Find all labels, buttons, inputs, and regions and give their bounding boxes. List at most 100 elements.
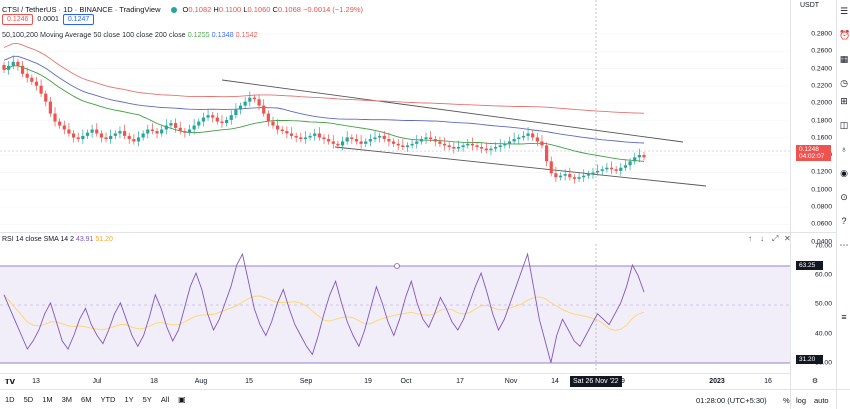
rsi-band [0, 266, 790, 363]
time-tick: 19 [617, 378, 625, 385]
ma-legend[interactable]: 50,100,200 Moving Average 50 close 100 c… [2, 30, 258, 39]
range-button-1d[interactable]: 1D [5, 395, 15, 404]
range-button-3m[interactable]: 3M [61, 395, 73, 404]
price-tick: 0.1600 [811, 134, 832, 142]
broadcast-icon[interactable]: ⊙ [840, 192, 848, 202]
candle-body [44, 93, 48, 102]
spread-value: 0.0001 [37, 16, 59, 23]
more-icon[interactable]: ⋯ [839, 240, 849, 250]
candle-body [313, 133, 317, 136]
candle-body [164, 125, 168, 130]
notifications-icon[interactable]: ◉ [840, 168, 848, 178]
help-icon[interactable]: ? [841, 216, 847, 226]
candle-body [609, 167, 614, 170]
candle-body [271, 121, 275, 126]
rsi-upper-tag: 63.25 [796, 261, 823, 270]
candle-body [280, 129, 284, 132]
candle-body [410, 143, 414, 146]
candle-body [90, 129, 94, 133]
time-tick: 14 [551, 378, 559, 385]
market-status-dot [170, 6, 177, 13]
candle-body [466, 143, 470, 146]
candle-body [600, 169, 604, 171]
candle-body [498, 145, 502, 148]
move-up-icon[interactable]: ↑ [748, 234, 752, 243]
hotlist-icon[interactable]: ≡ [841, 312, 847, 322]
range-button-5d[interactable]: 5D [23, 395, 34, 404]
candle-body [206, 115, 210, 118]
candle-body [322, 137, 326, 140]
candle-body [30, 77, 34, 82]
rsi-legend[interactable]: RSI 14 close SMA 14 2 43.91 51.20 [2, 236, 113, 243]
symbol-title: CTSI / TetherUS · 1D · BINANCE · Trading… [2, 5, 161, 14]
candle-body [382, 135, 386, 140]
time-tick: 17 [456, 378, 464, 385]
time-axis[interactable]: 𝗧𝗩 Sat 26 Nov '22 ⚙ 13 Jul 18 Aug 15 Sep 19 Oct… [0, 373, 818, 389]
rsi-sma-line [3, 294, 645, 331]
watchlist-icon[interactable]: ☰ [839, 6, 849, 16]
candle-body [433, 139, 437, 142]
candle-body [540, 141, 544, 146]
percent-toggle[interactable]: % [783, 396, 790, 405]
candle-body [150, 129, 155, 132]
alerts-icon[interactable]: ⏰ [839, 30, 850, 40]
buy-price-button[interactable]: 0.1247 [62, 14, 95, 25]
data-window-icon[interactable]: ▦ [839, 54, 849, 64]
pane-separator[interactable] [0, 232, 836, 233]
price-tick: 0.2200 [811, 82, 832, 90]
candle-body [71, 133, 76, 138]
candle-body [252, 97, 257, 100]
candle-body [294, 135, 298, 138]
chat-icon[interactable]: ◷ [840, 78, 848, 88]
rsi-tick: 60.00 [814, 271, 832, 279]
rsi-chart[interactable] [0, 244, 790, 370]
settings-icon[interactable]: ⚙ [811, 378, 819, 385]
range-button-1m[interactable]: 1M [42, 395, 53, 404]
candle-body [345, 137, 349, 142]
time-tick: Sep [299, 378, 313, 385]
candle-body [336, 143, 340, 146]
candle-body [215, 117, 219, 122]
candle-body [549, 161, 553, 174]
candle-body [350, 137, 354, 140]
auto-toggle[interactable]: auto [814, 396, 829, 405]
candle-body [368, 139, 372, 142]
time-tick: Oct [400, 378, 412, 385]
candle-body [447, 145, 451, 148]
candle-body [419, 139, 423, 142]
candle-body [16, 61, 20, 66]
price-tick: 0.0400 [811, 238, 832, 246]
maximize-icon[interactable]: ⤢ [772, 234, 779, 243]
currency-label[interactable]: USDT [800, 2, 820, 9]
range-button-ytd[interactable]: YTD [100, 395, 116, 404]
date-range-icon[interactable]: ▣ [178, 395, 186, 404]
range-button-5y[interactable]: 5Y [142, 395, 152, 404]
ideas-icon[interactable]: ⊞ [840, 96, 848, 106]
clock[interactable]: 01:28:00 (UTC+5:30) [696, 396, 767, 405]
candle-body [48, 101, 52, 114]
candle-body [192, 125, 196, 130]
sell-price-button[interactable]: 0.1246 [2, 14, 34, 25]
range-button-1y[interactable]: 1Y [124, 395, 134, 404]
trendline-lower [334, 146, 707, 187]
candle-body [586, 174, 590, 176]
close-icon[interactable]: ✕ [784, 234, 791, 243]
candle-body [234, 109, 238, 116]
candle-body [201, 117, 206, 122]
range-button-all[interactable]: All [160, 395, 170, 404]
candle-body [220, 121, 224, 124]
calendar-icon[interactable]: ◫ [839, 120, 849, 130]
candle-body [113, 133, 117, 136]
light-icon[interactable]: ♁ [840, 144, 848, 154]
log-toggle[interactable]: log [796, 396, 807, 405]
candle-body [605, 167, 609, 170]
move-down-icon[interactable]: ↓ [760, 234, 764, 243]
candle-body [489, 148, 493, 151]
candle-body [109, 135, 113, 140]
candle-body [122, 131, 127, 136]
range-button-6m[interactable]: 6M [81, 395, 92, 404]
candle-body [480, 147, 484, 149]
price-axis[interactable]: 0.2800 0.2600 0.2400 0.2200 0.2000 0.1800 0.16… [790, 0, 836, 409]
candle-body [452, 147, 456, 149]
price-chart[interactable] [0, 0, 790, 232]
